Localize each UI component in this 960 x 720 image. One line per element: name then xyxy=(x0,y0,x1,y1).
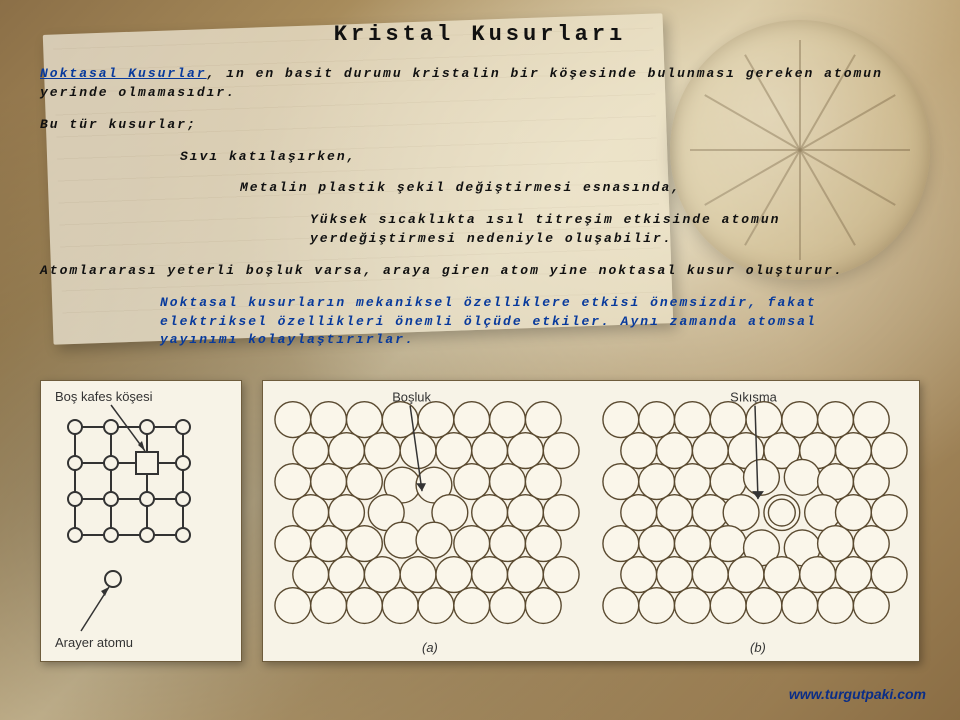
intro-lead: Noktasal Kusurlar xyxy=(40,66,207,81)
fig-a-bottom-label: Arayer atomu xyxy=(55,635,133,650)
figure-a-svg: Boş kafes köşesi Arayer atomu xyxy=(41,381,241,661)
intro-paragraph: Noktasal Kusurlar, ın en basit durumu kr… xyxy=(40,65,920,103)
figure-bc: Boşluk Sıkışma (a) (b) xyxy=(262,380,920,662)
footer-url: www.turgutpaki.com xyxy=(789,686,926,702)
line-bu: Bu tür kusurlar; xyxy=(40,116,920,135)
line-atomlar: Atomlararası yeterli boşluk varsa, araya… xyxy=(40,262,920,281)
line-metalin: Metalin plastik şekil değiştirmesi esnas… xyxy=(240,179,920,198)
figure-bc-svg: Boşluk Sıkışma (a) (b) xyxy=(263,381,919,661)
figure-a: Boş kafes köşesi Arayer atomu xyxy=(40,380,242,662)
text-content: Kristal Kusurları Noktasal Kusurlar, ın … xyxy=(0,0,960,350)
figure-row: Boş kafes köşesi Arayer atomu xyxy=(40,380,920,660)
body-text-block: Noktasal Kusurlar, ın en basit durumu kr… xyxy=(40,65,920,350)
blue-note: Noktasal kusurların mekaniksel özellikle… xyxy=(160,294,860,351)
line-yuksek: Yüksek sıcaklıkta ısıl titreşim etkisind… xyxy=(310,211,870,249)
fig-a-top-label: Boş kafes köşesi xyxy=(55,389,153,404)
slide-root: Kristal Kusurları Noktasal Kusurlar, ın … xyxy=(0,0,960,720)
caption-b: (b) xyxy=(750,640,766,655)
page-title: Kristal Kusurları xyxy=(40,22,920,47)
line-sivi: Sıvı katılaşırken, xyxy=(180,148,920,167)
caption-a: (a) xyxy=(422,640,438,655)
